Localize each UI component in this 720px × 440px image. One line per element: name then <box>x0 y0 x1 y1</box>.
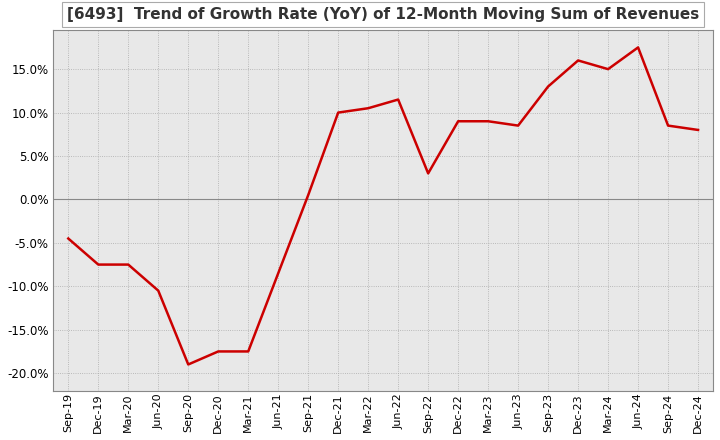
Title: [6493]  Trend of Growth Rate (YoY) of 12-Month Moving Sum of Revenues: [6493] Trend of Growth Rate (YoY) of 12-… <box>67 7 699 22</box>
